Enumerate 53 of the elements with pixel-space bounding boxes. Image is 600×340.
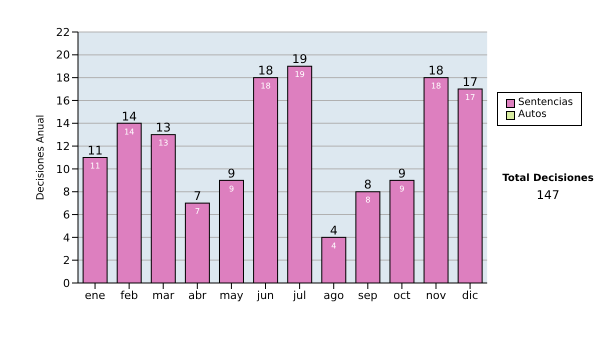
x-tick-label: nov — [426, 288, 447, 302]
x-tick-label: dic — [462, 288, 478, 302]
y-tick-label: 18 — [56, 72, 70, 85]
total-label: 9 — [228, 166, 236, 180]
data-label: 9 — [228, 184, 234, 194]
data-label: 13 — [158, 138, 168, 148]
total-label: 9 — [398, 166, 406, 180]
y-tick-label: 4 — [63, 231, 70, 244]
x-tick-label: mar — [152, 288, 175, 302]
total-label: 14 — [122, 109, 137, 124]
y-tick-label: 0 — [63, 276, 70, 290]
y-tick-label: 12 — [56, 140, 70, 153]
data-label: 19 — [294, 70, 305, 80]
data-label: 4 — [331, 241, 336, 250]
text: 147 — [536, 188, 560, 202]
total-label: 13 — [156, 120, 171, 135]
x-tick-label: abr — [188, 288, 207, 302]
x-tick-label: ago — [323, 288, 344, 302]
data-label: 9 — [399, 184, 405, 194]
y-tick-label: 20 — [56, 48, 70, 62]
x-tick-label: oct — [393, 288, 412, 302]
total-label: 4 — [330, 223, 338, 238]
total-label: 18 — [258, 64, 274, 78]
x-tick-label: feb — [120, 288, 138, 302]
total-label: 8 — [364, 178, 372, 192]
x-tick-label: jun — [256, 288, 274, 302]
data-label: 18 — [430, 82, 442, 91]
total-label: 11 — [87, 144, 103, 158]
total-label: 19 — [292, 52, 308, 66]
y-tick-label: 16 — [56, 94, 70, 108]
x-tick-label: ene — [84, 288, 106, 302]
data-label: 11 — [90, 162, 100, 170]
total-label: 7 — [194, 189, 202, 204]
legend-label: Sentencias — [518, 97, 573, 109]
data-label: 14 — [124, 127, 134, 136]
y-tick-label: 22 — [56, 26, 70, 39]
y-tick-label: 6 — [63, 208, 70, 222]
data-label: 8 — [365, 196, 370, 205]
y-tick-label: 2 — [63, 254, 70, 268]
total-label: 18 — [428, 64, 444, 78]
y-axis-title: Decisiones Anual — [36, 114, 47, 200]
text: Total Decisiones — [501, 173, 595, 184]
data-label: 18 — [260, 82, 271, 91]
x-tick-label: sep — [358, 288, 378, 302]
data-label: 17 — [465, 93, 476, 102]
y-tick-label: 10 — [56, 162, 70, 176]
x-tick-label: jul — [292, 288, 306, 302]
total-label: 17 — [462, 75, 478, 90]
data-label: 7 — [194, 207, 200, 216]
y-tick-label: 14 — [56, 117, 70, 130]
legend-label: Autos — [518, 109, 547, 121]
y-tick-label: 8 — [63, 186, 70, 199]
x-tick-label: may — [219, 288, 244, 302]
